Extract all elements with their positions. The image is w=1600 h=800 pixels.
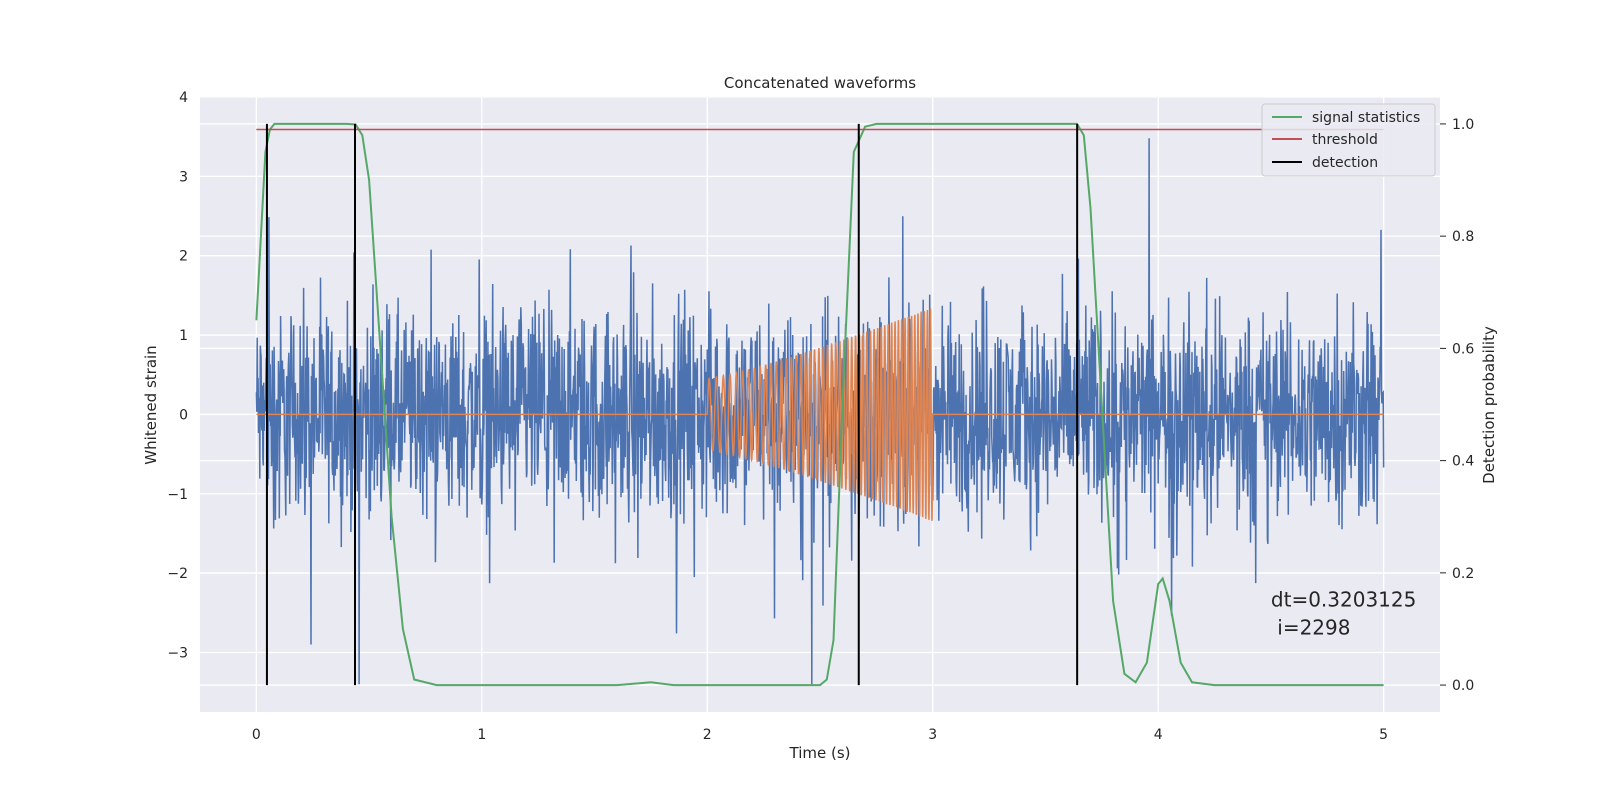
chirp-line xyxy=(256,308,1384,521)
y2-tick-label: 1.0 xyxy=(1452,117,1474,133)
x-tick-label: 4 xyxy=(1154,727,1163,743)
y2-tick-label: 0.4 xyxy=(1452,454,1474,470)
y2-tick-label: 0.2 xyxy=(1452,566,1474,582)
x-tick-label: 3 xyxy=(928,727,937,743)
y2-tick-label: 0.6 xyxy=(1452,341,1474,357)
chart-title: Concatenated waveforms xyxy=(724,74,916,92)
x-axis-ticks: 0 1 2 3 4 5 xyxy=(252,727,1388,743)
signal-statistics-line xyxy=(255,122,1384,687)
y2-tick-label: 0.8 xyxy=(1452,229,1474,245)
y-tick-label: 2 xyxy=(179,249,188,265)
x-tick-label: 1 xyxy=(477,727,486,743)
x-axis-label: Time (s) xyxy=(789,744,851,762)
y-tick-label: −3 xyxy=(167,645,188,661)
legend-label-detection: detection xyxy=(1312,155,1378,171)
chirp-series xyxy=(256,308,1384,521)
annotation-i: i=2298 xyxy=(1271,616,1351,640)
y-axis-label: Whitened strain xyxy=(142,345,160,464)
y2-tick-label: 0.0 xyxy=(1452,678,1474,694)
y-tick-label: 3 xyxy=(179,169,188,185)
legend: signal statistics threshold detection xyxy=(1261,103,1436,177)
x-tick-label: 0 xyxy=(252,727,261,743)
x-tick-label: 5 xyxy=(1379,727,1388,743)
y-tick-label: 4 xyxy=(179,90,188,106)
x-tick-label: 2 xyxy=(703,727,712,743)
annotation-dt: dt=0.3203125 xyxy=(1271,588,1416,612)
y2-axis-label: Detection probability xyxy=(1480,326,1498,484)
grid xyxy=(200,96,1440,712)
y-tick-label: 0 xyxy=(179,407,188,423)
legend-label-signal-statistics: signal statistics xyxy=(1312,110,1420,126)
y-tick-label: 1 xyxy=(179,328,188,344)
detection-series xyxy=(255,122,1384,687)
y-tick-label: −1 xyxy=(167,487,188,503)
y2-axis-ticks: 0.0 0.2 0.4 0.6 0.8 1.0 xyxy=(1440,117,1474,694)
y-axis-ticks: −3 −2 −1 0 1 2 3 4 xyxy=(167,90,188,661)
y-tick-label: −2 xyxy=(167,566,188,582)
legend-label-threshold: threshold xyxy=(1312,132,1378,148)
legend-box xyxy=(1261,103,1436,177)
